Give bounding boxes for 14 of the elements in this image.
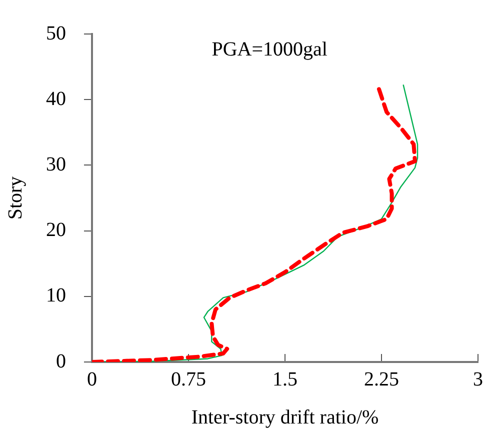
y-axis-title: Story [4, 176, 26, 220]
x-tick-label: 3 [473, 368, 483, 390]
x-axis-title: Inter-story drift ratio/% [191, 406, 379, 428]
y-tick-label: 20 [46, 219, 66, 242]
y-tick-label: 40 [46, 88, 66, 110]
x-tick-label: 2.25 [364, 368, 399, 390]
y-tick-label: 50 [46, 22, 66, 44]
y-tick-label: 30 [46, 153, 66, 176]
annotation: PGA=1000gal [212, 38, 328, 60]
y-tick-label: 10 [46, 284, 66, 307]
y-tick-label: 0 [56, 350, 66, 372]
x-tick-label: 1.5 [272, 368, 298, 390]
x-tick-label: 0 [87, 368, 97, 390]
x-tick-label: 0.75 [171, 368, 206, 390]
